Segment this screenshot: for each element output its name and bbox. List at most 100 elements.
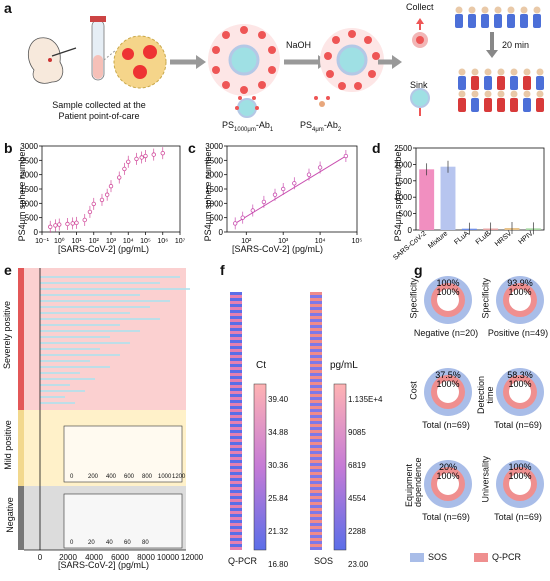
y-tick-label: 0 — [219, 228, 224, 237]
category-label: FLuA — [453, 230, 471, 246]
x-tick-label: 10⁵ — [140, 238, 151, 245]
chart-b-ylabel: PS4μm sphere number — [17, 148, 27, 242]
donut-side-label: Equipment dependence — [404, 457, 423, 507]
legend-sos: SOS — [410, 552, 447, 562]
sample-text-line2: Patient point-of-care — [58, 111, 140, 121]
donut-hole — [437, 473, 459, 495]
data-point — [272, 192, 278, 197]
plot-frame — [415, 147, 545, 231]
sample-text-line1: Sample collected at the — [52, 100, 146, 110]
data-point — [87, 209, 93, 215]
chart-d-ylabel: PS4μm sphere number — [393, 148, 403, 242]
y-tick-label: 2000 — [20, 171, 38, 180]
time-label: 20 min — [502, 40, 530, 50]
donut-bottom-label: Positive (n=49) — [487, 328, 549, 338]
donut-bottom-label: Negative (n=20) — [413, 328, 479, 338]
data-point — [292, 181, 297, 186]
y-tick-label: 500 — [210, 214, 224, 223]
category-label: HRSV — [494, 230, 514, 248]
y-tick-label: 2000 — [394, 160, 412, 169]
y-tick-label: 1500 — [394, 177, 412, 186]
svg-text:0: 0 — [70, 540, 74, 546]
data-point — [70, 221, 75, 226]
svg-text:800: 800 — [142, 474, 153, 480]
svg-text:1000: 1000 — [158, 474, 172, 480]
data-point — [122, 166, 127, 172]
data-point — [343, 153, 349, 159]
data-point — [250, 208, 255, 213]
panel-g-label: g — [414, 262, 423, 278]
x-tick-label: 10⁶ — [157, 238, 168, 245]
panel-a-label: a — [4, 0, 12, 16]
data-point — [232, 221, 238, 226]
panel-e-chart: 0 2000 4000 6000 8000 10000 12000 0 200 40… — [18, 268, 204, 562]
group-mild-label: Mild positive — [3, 420, 13, 470]
y-tick-label: 500 — [399, 210, 413, 219]
donut-hole — [509, 381, 531, 403]
qpcr-percent: 100% — [436, 471, 459, 481]
sos-xlabel: SOS — [314, 556, 334, 566]
svg-text:0: 0 — [70, 474, 74, 480]
panel-b-label: b — [4, 140, 13, 156]
chart-c-xlabel: [SARS-CoV-2] (pg/mL) — [232, 244, 324, 254]
chart-c: 0 500 1000 1500 2000 2500 3000 10² 10³ 10⁴ 10⁵ — [205, 142, 363, 245]
sos-percent: 100% — [508, 462, 531, 472]
category-label: FLuB — [475, 230, 493, 246]
donut-side-label: Universality — [480, 455, 491, 503]
sos-percent: 58.3% — [507, 370, 533, 380]
pgml-title: pg/mL — [330, 360, 358, 371]
donut-cell: 20% 100% Equipment dependence Total (n=69) — [404, 452, 480, 544]
qpcr-percent: 100% — [508, 379, 531, 389]
svg-text:80: 80 — [142, 540, 149, 546]
chart-b-xlabel: [SARS-CoV-2] (pg/mL) — [58, 244, 150, 254]
y-tick-label: 1000 — [394, 193, 412, 202]
qpcr-xlabel: Q-PCR — [228, 556, 257, 566]
svg-text:40: 40 — [106, 540, 113, 546]
y-tick-label: 3000 — [205, 142, 223, 151]
sos-percent: 20% — [439, 462, 457, 472]
svg-text:400: 400 — [106, 474, 117, 480]
donut-side-label: Cost — [408, 381, 419, 400]
group-severe-label: Severely positive — [2, 300, 12, 370]
panel-g-donuts: 100% 100% Specificity Negative (n=20) 93.9% 1… — [404, 268, 550, 544]
donut-cell: 100% 100% Specificity Negative (n=20) — [408, 268, 480, 360]
data-point — [65, 221, 70, 227]
ps2-label: PS4μm-Ab2 — [300, 120, 342, 133]
svg-text:12000: 12000 — [181, 553, 204, 562]
svg-text:2000: 2000 — [59, 553, 77, 562]
y-tick-label: 2500 — [205, 156, 223, 165]
category-label: Mixture — [427, 230, 449, 250]
x-tick-label: 10⁴ — [123, 238, 134, 245]
sink-label: Sink — [410, 80, 428, 90]
donut-hole — [509, 473, 531, 495]
donut-side-label: Specificity — [480, 277, 491, 319]
data-point — [57, 222, 62, 227]
legend-qpcr: Q-PCR — [474, 552, 521, 562]
donut-bottom-label: Total (n=69) — [422, 420, 470, 430]
donut-cell: 100% 100% Universality Total (n=69) — [480, 452, 550, 544]
sos-percent: 100% — [436, 278, 459, 288]
data-point — [53, 223, 58, 228]
data-point — [143, 153, 148, 159]
data-point — [139, 155, 144, 160]
x-tick-label: 10⁻¹ — [35, 238, 49, 245]
svg-text:200: 200 — [88, 474, 99, 480]
panel-d-label: d — [372, 140, 381, 156]
donut-cell: 93.9% 100% Specificity Positive (n=49) — [480, 268, 550, 360]
y-tick-label: 0 — [408, 226, 413, 235]
data-point — [306, 172, 312, 177]
data-point — [91, 201, 96, 207]
donut-side-label: Specificity — [408, 277, 419, 319]
naoh-label: NaOH — [286, 40, 312, 50]
x-tick-label: 10⁵ — [352, 238, 363, 245]
svg-text:6000: 6000 — [111, 553, 129, 562]
donut-hole — [509, 289, 531, 311]
data-point — [160, 150, 165, 156]
svg-text:8000: 8000 — [137, 553, 155, 562]
ct-ticks: 39.40 34.88 30.36 25.84 21.32 16.80 — [268, 395, 289, 569]
data-point — [134, 156, 139, 162]
donut-cell: 37.5% 100% Cost Total (n=69) — [408, 360, 480, 452]
y-tick-label: 1000 — [205, 199, 223, 208]
data-point — [240, 215, 245, 220]
